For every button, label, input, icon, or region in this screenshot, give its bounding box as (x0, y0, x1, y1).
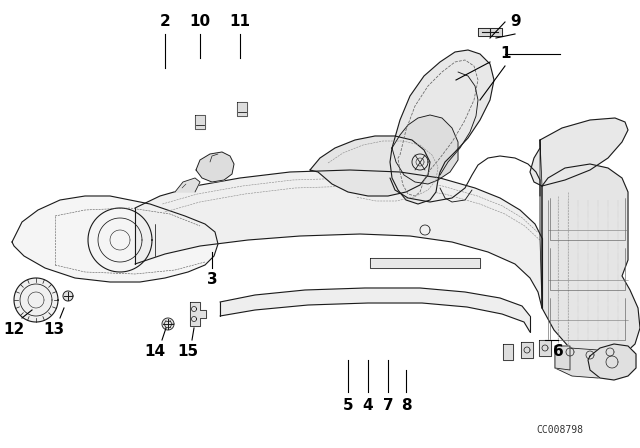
Text: CC008798: CC008798 (536, 425, 584, 435)
Polygon shape (478, 28, 502, 36)
Text: 6: 6 (552, 345, 563, 359)
Polygon shape (521, 342, 533, 358)
Polygon shape (503, 344, 513, 360)
Polygon shape (539, 340, 551, 356)
Polygon shape (175, 178, 200, 192)
Text: 2: 2 (159, 14, 170, 30)
Polygon shape (540, 140, 542, 308)
Polygon shape (588, 344, 636, 380)
Text: 8: 8 (401, 397, 412, 413)
Polygon shape (370, 258, 480, 268)
Polygon shape (555, 346, 570, 370)
Polygon shape (12, 196, 218, 282)
Polygon shape (63, 291, 73, 301)
Text: 12: 12 (3, 323, 24, 337)
Text: 5: 5 (342, 397, 353, 413)
Polygon shape (390, 50, 494, 204)
Polygon shape (237, 102, 247, 116)
Text: 15: 15 (177, 345, 198, 359)
Polygon shape (196, 152, 234, 182)
Polygon shape (14, 278, 58, 322)
Text: 4: 4 (363, 397, 373, 413)
Polygon shape (530, 118, 628, 186)
Polygon shape (195, 115, 205, 129)
Polygon shape (220, 288, 530, 332)
Text: 9: 9 (511, 14, 522, 30)
Text: 14: 14 (145, 345, 166, 359)
Polygon shape (310, 136, 430, 196)
Text: 3: 3 (207, 272, 218, 288)
Polygon shape (392, 115, 458, 184)
Text: 11: 11 (230, 14, 250, 30)
Polygon shape (542, 164, 640, 360)
Polygon shape (190, 302, 206, 326)
Polygon shape (162, 318, 174, 330)
Polygon shape (555, 348, 634, 378)
Text: 13: 13 (44, 323, 65, 337)
Text: 1: 1 (500, 47, 511, 61)
Text: 7: 7 (383, 397, 394, 413)
Polygon shape (135, 170, 542, 308)
Text: 10: 10 (189, 14, 211, 30)
